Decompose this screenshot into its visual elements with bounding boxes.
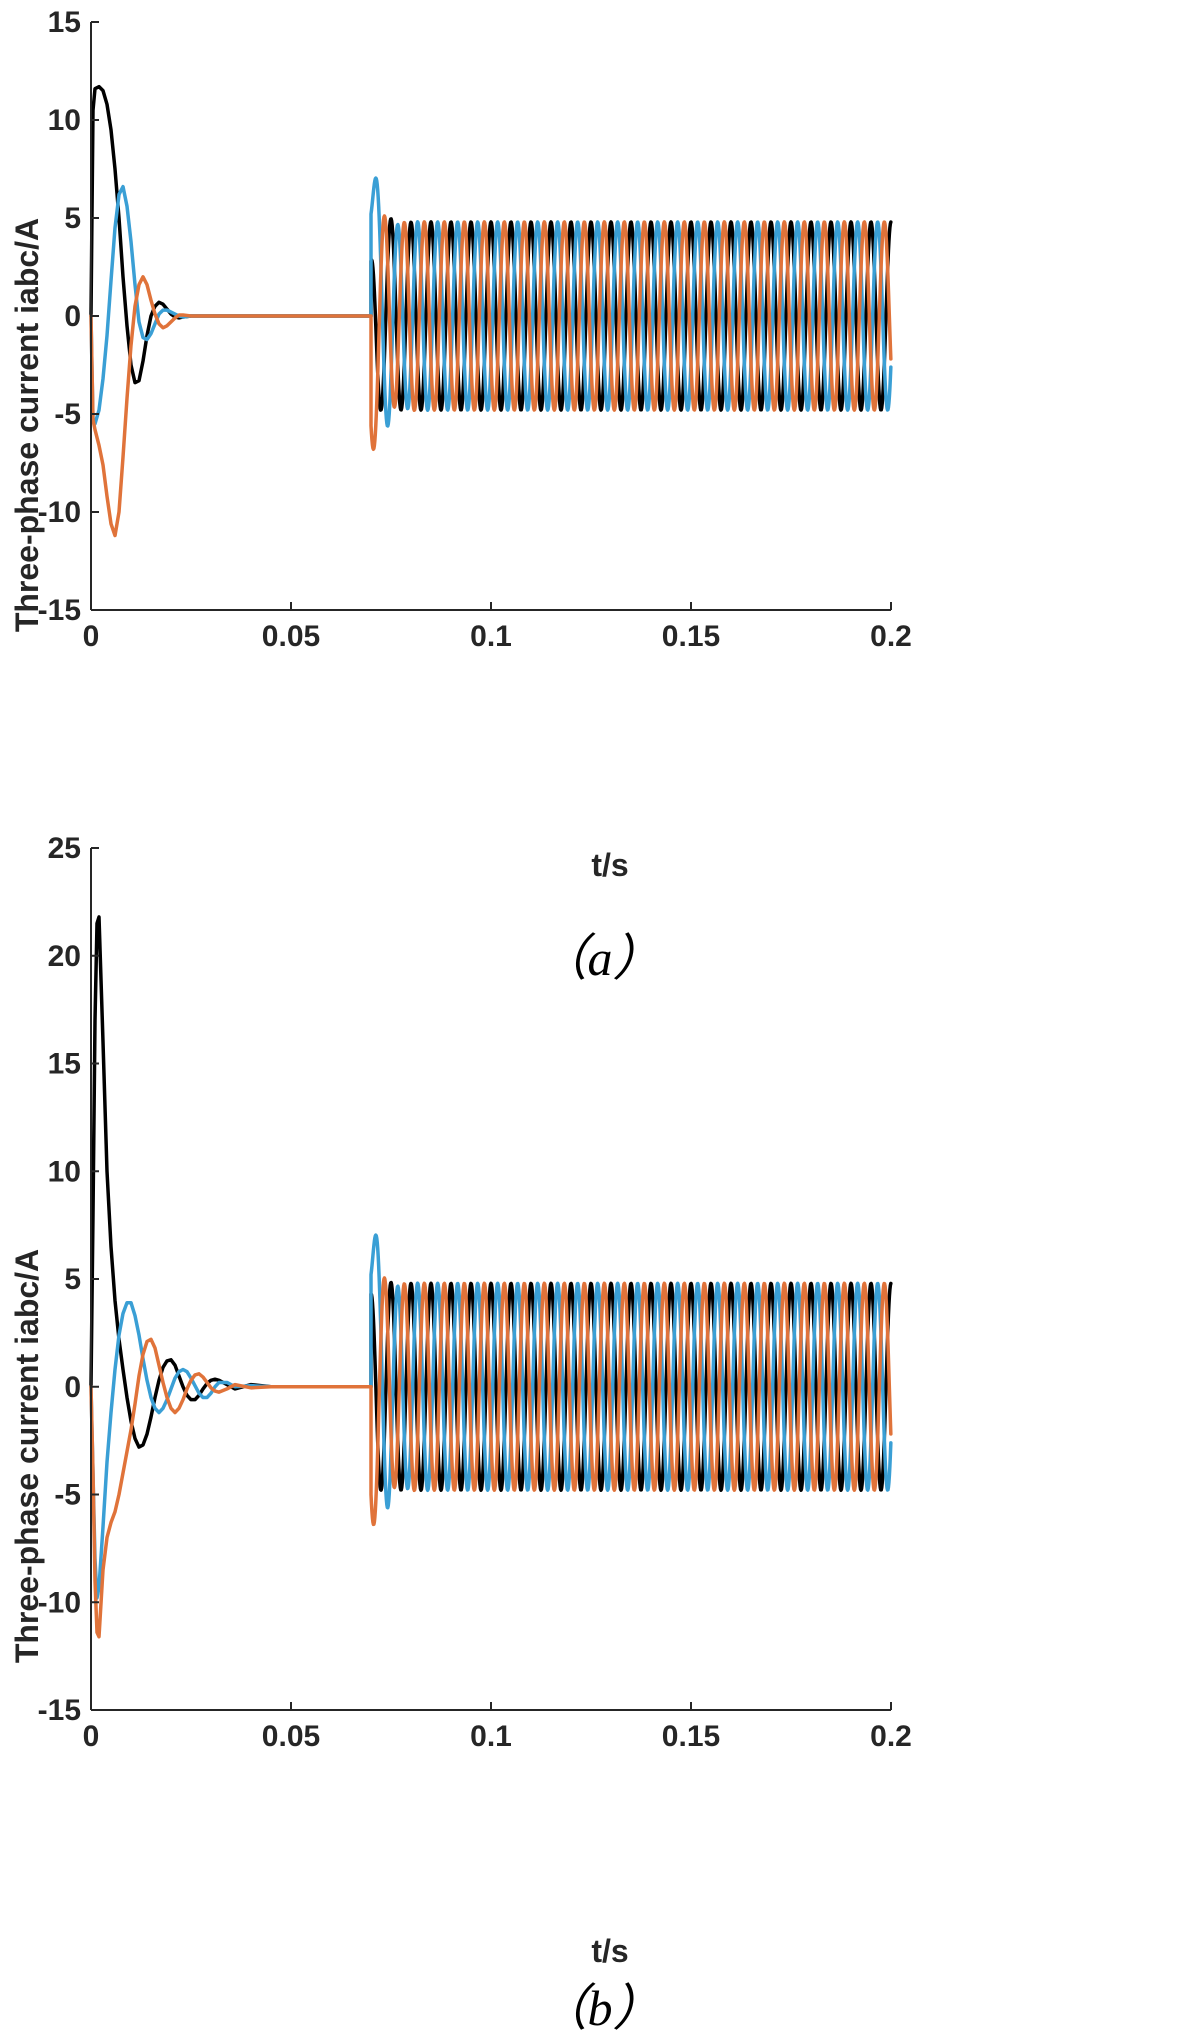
panel-a-series-group xyxy=(89,84,893,538)
panel-a: 0 0.05 0.1 0.15 0.2 -15 -10 -5 0 5 10 15 t/s Three-… xyxy=(9,6,912,986)
panel-b-x-tick-label: 0.2 xyxy=(870,1720,912,1753)
panel-a-x-tick-label: 0.15 xyxy=(662,620,720,653)
panel-a-x-tick-label: 0.05 xyxy=(262,620,320,653)
panel-b-caption: （b） xyxy=(538,1980,663,2036)
panel-a-caption: （a） xyxy=(538,930,663,986)
panel-a-y-tick-label: -10 xyxy=(38,496,81,529)
panel-a-series-line-3 xyxy=(89,214,893,538)
panel-b-y-tick-label: 0 xyxy=(64,1371,81,1404)
panel-b-x-tick-label: 0.05 xyxy=(262,1720,320,1753)
panel-b-x-axis-label: t/s xyxy=(591,1933,628,1969)
panel-a-y-tick-label: -15 xyxy=(38,594,81,627)
panel-b-ticks: 0 0.05 0.1 0.15 0.2 -15 -10 -5 0 5 10 15 20 25 xyxy=(38,832,912,1753)
panel-a-x-tick-label: 0.2 xyxy=(870,620,912,653)
panel-b-x-tick-label: 0.1 xyxy=(470,1720,512,1753)
panel-a-y-axis-label: Three-phase current iabc/A xyxy=(9,218,45,632)
panel-a-x-tick-label: 0.1 xyxy=(470,620,512,653)
panel-a-plot-area: 0 0.05 0.1 0.15 0.2 -15 -10 -5 0 5 10 15 xyxy=(38,6,912,653)
panel-a-y-tick-label: 0 xyxy=(64,300,81,333)
panel-a-y-tick-label: 5 xyxy=(64,202,81,235)
panel-b-y-tick-label: -10 xyxy=(38,1586,81,1619)
panel-b-series-line-3 xyxy=(89,1276,893,1639)
panel-a-x-axis-label: t/s xyxy=(591,847,628,883)
panel-b-series-line-1 xyxy=(89,915,893,1492)
panel-b-y-tick-label: 15 xyxy=(48,1048,81,1081)
panel-a-y-tick-label: -5 xyxy=(54,398,81,431)
panel-b-x-tick-label: 0.15 xyxy=(662,1720,720,1753)
panel-b-y-tick-label: -15 xyxy=(38,1694,81,1727)
panel-b-x-tick-label: 0 xyxy=(83,1720,100,1753)
panel-b-axes xyxy=(90,848,891,1711)
panel-b-y-tick-label: 5 xyxy=(64,1263,81,1296)
panel-b: 0 0.05 0.1 0.15 0.2 -15 -10 -5 0 5 10 15 20 25 t/s Th… xyxy=(9,832,912,2036)
panel-a-ticks: 0 0.05 0.1 0.15 0.2 -15 -10 -5 0 5 10 15 xyxy=(38,6,912,653)
panel-b-y-tick-label: 25 xyxy=(48,832,81,865)
panel-b-y-tick-label: 10 xyxy=(48,1155,81,1188)
panel-b-y-tick-label: -5 xyxy=(54,1479,81,1512)
panel-b-series-group xyxy=(89,915,893,1639)
panel-a-series-line-2 xyxy=(89,176,893,428)
panel-b-y-tick-label: 20 xyxy=(48,940,81,973)
panel-b-plot-area: 0 0.05 0.1 0.15 0.2 -15 -10 -5 0 5 10 15 20 25 xyxy=(38,832,912,1753)
panel-a-y-tick-label: 10 xyxy=(48,104,81,137)
panel-a-x-tick-label: 0 xyxy=(83,620,100,653)
panel-a-y-tick-label: 15 xyxy=(48,6,81,39)
panel-b-y-axis-label: Three-phase current iabc/A xyxy=(9,1249,45,1663)
